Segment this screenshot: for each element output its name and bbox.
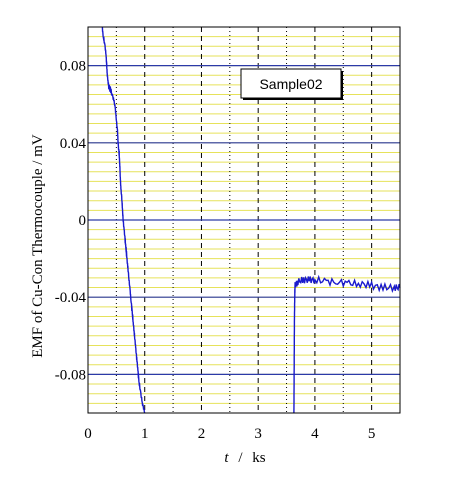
x-tick-label: 1 — [141, 426, 149, 442]
legend-box: Sample02 — [240, 68, 343, 100]
y-tick-label: 0.08 — [60, 59, 86, 75]
major-y-gridlines — [88, 64, 400, 375]
y-tick-label: -0.04 — [55, 290, 87, 306]
y-tick-label: 0.04 — [60, 136, 87, 152]
axes-frame — [87, 26, 401, 414]
series-line — [101, 26, 146, 414]
plot-frame — [87, 26, 401, 414]
legend-label: Sample02 — [259, 76, 322, 92]
y-tick-label: -0.08 — [55, 367, 86, 383]
x-axis-title: t / ks — [224, 450, 265, 466]
x-axis-variable: t — [224, 450, 229, 466]
y-tick-labels: -0.08 -0.04 0 0.04 0.08 — [55, 59, 87, 384]
x-tick-label: 4 — [311, 426, 319, 442]
x-axis-unit: ks — [252, 450, 266, 466]
x-tick-label: 5 — [368, 426, 376, 442]
x-tick-label: 0 — [84, 426, 92, 442]
y-axis-title: EMF of Cu-Con Thermocouple / mV — [30, 134, 46, 358]
x-axis-separator: / — [238, 450, 243, 466]
y-tick-label: 0 — [79, 213, 87, 229]
x-tick-labels: 0 1 2 3 4 5 — [84, 426, 375, 442]
series-line — [293, 274, 401, 414]
x-tick-label: 3 — [254, 426, 262, 442]
x-tick-label: 2 — [198, 426, 206, 442]
data-series — [101, 26, 401, 414]
